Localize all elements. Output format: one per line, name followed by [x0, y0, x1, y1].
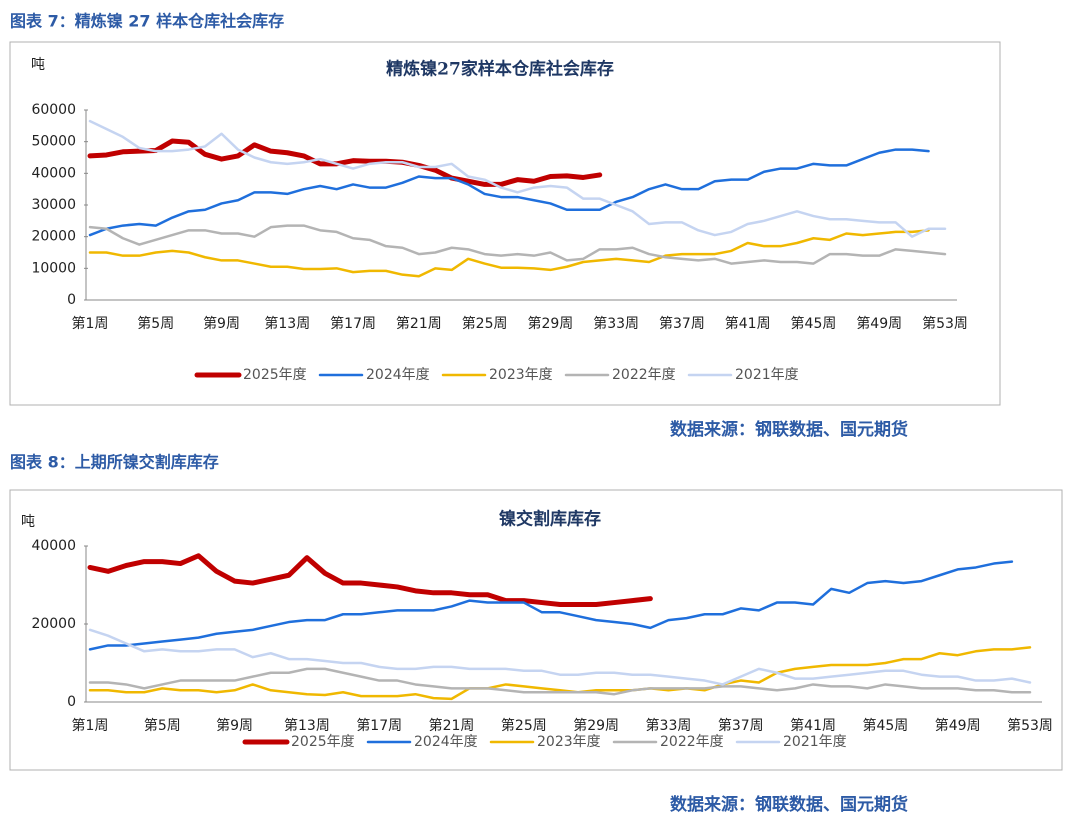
chart-frame [9, 489, 1063, 771]
y-tick-label: 60000 [31, 102, 76, 118]
x-tick-label: 第37周 [659, 315, 705, 332]
y-axis-unit: 吨 [21, 514, 35, 530]
x-tick-label: 第33周 [593, 315, 639, 332]
y-tick-label: 20000 [31, 229, 76, 245]
series-line [88, 224, 947, 265]
legend-label: 2024年度 [414, 734, 478, 750]
series-line [88, 646, 1032, 701]
y-axis-unit: 吨 [31, 57, 45, 73]
x-tick-label: 第13周 [264, 315, 310, 332]
x-tick-label: 第37周 [718, 717, 764, 734]
x-tick-label: 第49周 [856, 315, 902, 332]
x-tick-label: 第41周 [725, 315, 771, 332]
y-tick-label: 30000 [31, 197, 76, 213]
y-tick-label: 50000 [31, 134, 76, 150]
x-tick-label: 第29周 [573, 717, 619, 734]
source-note: 数据来源：钢联数据、国元期货 [670, 794, 908, 815]
y-tick-label: 40000 [31, 165, 76, 181]
x-tick-label: 第9周 [216, 717, 253, 734]
legend-label: 2021年度 [735, 367, 799, 383]
chart-title: 镍交割库库存 [499, 509, 601, 530]
x-tick-label: 第29周 [527, 315, 573, 332]
x-tick-label: 第41周 [790, 717, 836, 734]
legend-label: 2023年度 [537, 734, 601, 750]
x-tick-label: 第17周 [330, 315, 376, 332]
series-line [87, 138, 603, 187]
source-note: 数据来源：钢联数据、国元期货 [670, 419, 908, 440]
legend-label: 2024年度 [366, 367, 430, 383]
x-tick-label: 第25周 [501, 717, 547, 734]
chart-title: 精炼镍27家样本仓库社会库存 [386, 59, 614, 80]
series-line [88, 667, 1032, 696]
figure-caption: 图表 8：上期所镍交割库库存 [10, 453, 219, 472]
x-tick-label: 第33周 [646, 717, 692, 734]
x-tick-label: 第45周 [862, 717, 908, 734]
series-line [88, 628, 1032, 686]
x-tick-label: 第21周 [429, 717, 475, 734]
legend-label: 2022年度 [612, 367, 676, 383]
series-line [88, 148, 930, 237]
legend-label: 2023年度 [489, 367, 553, 383]
x-tick-label: 第5周 [144, 717, 181, 734]
x-tick-label: 第53周 [922, 315, 968, 332]
y-tick-label: 10000 [31, 260, 76, 276]
y-tick-label: 20000 [31, 616, 76, 632]
x-tick-label: 第1周 [72, 315, 109, 332]
series-line [88, 229, 930, 278]
x-tick-label: 第1周 [72, 717, 109, 734]
x-tick-label: 第45周 [791, 315, 837, 332]
x-tick-label: 第53周 [1007, 717, 1053, 734]
y-tick-label: 0 [67, 292, 76, 308]
y-tick-label: 0 [67, 694, 76, 710]
chart-frame [9, 41, 1001, 406]
legend-label: 2022年度 [660, 734, 724, 750]
x-tick-label: 第9周 [203, 315, 240, 332]
x-tick-label: 第13周 [284, 717, 330, 734]
series-line [87, 553, 653, 607]
series-line [88, 119, 947, 238]
legend-label: 2025年度 [243, 367, 307, 383]
legend-label: 2021年度 [783, 734, 847, 750]
x-tick-label: 第49周 [935, 717, 981, 734]
x-tick-label: 第21周 [396, 315, 442, 332]
y-tick-label: 40000 [31, 538, 76, 554]
x-tick-label: 第5周 [137, 315, 174, 332]
series-line [88, 560, 1014, 651]
figure-caption: 图表 7：精炼镍 27 样本仓库社会库存 [10, 12, 284, 31]
x-tick-label: 第25周 [462, 315, 508, 332]
x-tick-label: 第17周 [356, 717, 402, 734]
legend-label: 2025年度 [291, 734, 355, 750]
